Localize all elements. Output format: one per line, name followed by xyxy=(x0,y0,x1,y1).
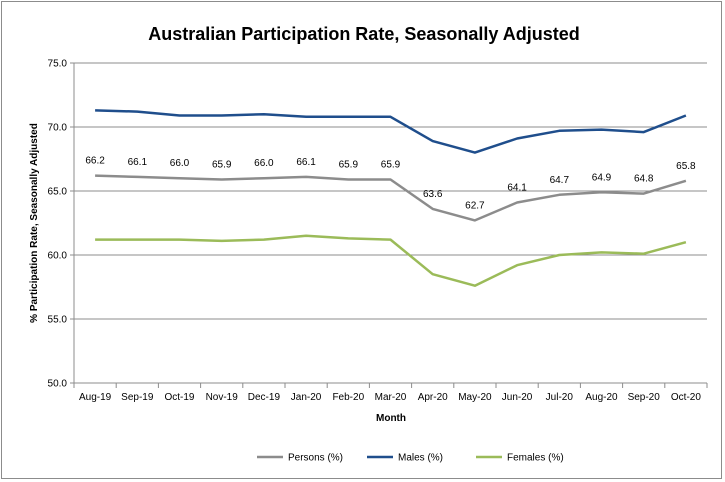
x-tick-label: Oct-19 xyxy=(164,392,194,403)
data-label: 66.1 xyxy=(296,157,316,168)
data-label: 65.8 xyxy=(676,161,696,172)
y-tick-label: 70.0 xyxy=(48,123,68,134)
chart-title: Australian Participation Rate, Seasonall… xyxy=(148,24,579,44)
x-tick-labels: Aug-19 Sep-19 Oct-19 Nov-19 Dec-19 Jan-20 Feb-… xyxy=(79,392,701,403)
x-tick-label: Nov-19 xyxy=(206,392,239,403)
data-label: 64.9 xyxy=(592,172,612,183)
legend-label: Persons (%) xyxy=(288,453,343,464)
data-label: 64.8 xyxy=(634,174,654,185)
legend-label: Females (%) xyxy=(507,453,564,464)
legend: Persons (%) Males (%) Females (%) xyxy=(257,453,564,464)
gridlines xyxy=(74,62,707,320)
x-axis-title: Month xyxy=(376,413,406,424)
data-labels: 66.2 66.1 66.0 65.9 66.0 66.1 65.9 65.9 63.6 62.7… xyxy=(85,156,696,212)
data-label: 63.6 xyxy=(423,189,443,200)
data-label: 65.9 xyxy=(212,159,232,170)
x-tick-label: Sep-20 xyxy=(628,392,661,403)
data-label: 64.7 xyxy=(550,175,570,186)
series-line-3 xyxy=(95,234,687,287)
x-tick-label: Sep-19 xyxy=(121,392,154,403)
y-axis-title: % Participation Rate, Seasonally Adjuste… xyxy=(29,123,40,323)
data-label: 66.1 xyxy=(128,157,148,168)
x-tick-label: Apr-20 xyxy=(418,392,448,403)
x-tick-label: Oct-20 xyxy=(671,392,701,403)
series-line-2 xyxy=(95,109,687,154)
legend-label: Males (%) xyxy=(398,453,443,464)
data-label: 64.1 xyxy=(507,183,527,194)
axes xyxy=(70,62,708,388)
x-tick-label: Mar-20 xyxy=(375,392,407,403)
x-tick-label: Aug-20 xyxy=(585,392,618,403)
data-label: 62.7 xyxy=(465,200,485,211)
y-tick-labels: 50.0 55.0 60.0 65.0 70.0 75.0 xyxy=(48,59,68,390)
y-tick-label: 75.0 xyxy=(48,59,68,70)
y-tick-label: 65.0 xyxy=(48,187,68,198)
series-line-1 xyxy=(95,174,687,222)
y-tick-label: 55.0 xyxy=(48,315,68,326)
data-label: 65.9 xyxy=(381,159,401,170)
x-tick-label: Dec-19 xyxy=(248,392,281,403)
series-lines xyxy=(95,109,687,287)
x-tick-label: Jul-20 xyxy=(546,392,574,403)
y-tick-label: 60.0 xyxy=(48,251,68,262)
x-tick-label: Jan-20 xyxy=(291,392,322,403)
x-tick-label: Jun-20 xyxy=(502,392,533,403)
data-label: 66.2 xyxy=(85,156,105,167)
y-tick-label: 50.0 xyxy=(48,379,68,390)
data-label: 66.0 xyxy=(170,158,190,169)
x-tick-label: Feb-20 xyxy=(332,392,364,403)
x-tick-label: May-20 xyxy=(458,392,492,403)
data-label: 65.9 xyxy=(339,159,359,170)
data-label: 66.0 xyxy=(254,158,274,169)
x-tick-label: Aug-19 xyxy=(79,392,112,403)
